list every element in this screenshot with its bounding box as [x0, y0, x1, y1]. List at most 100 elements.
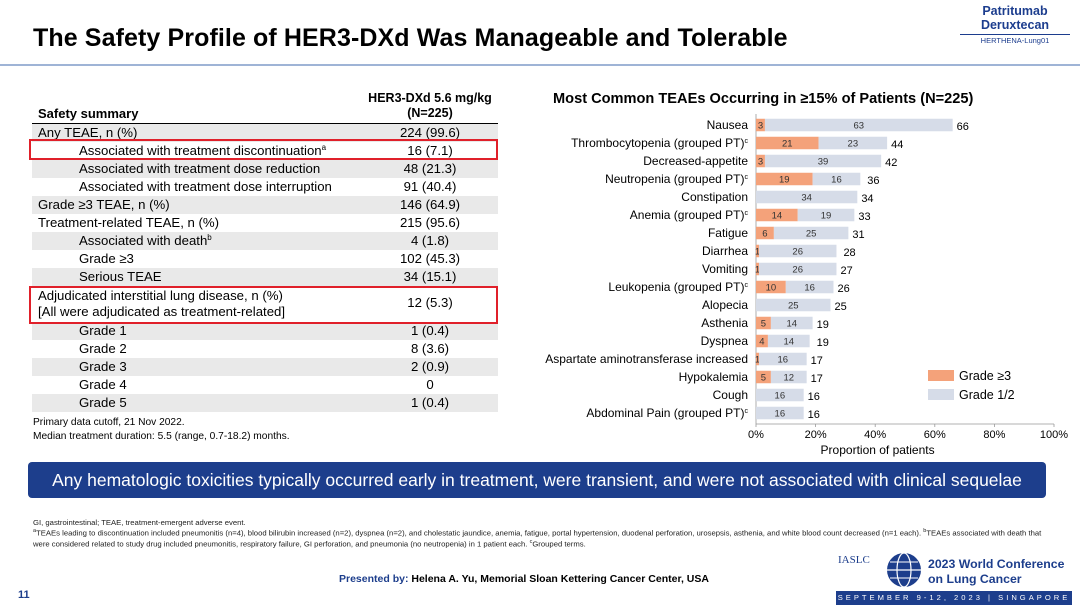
category-footnote-marker: c — [745, 210, 749, 217]
footnote-abbreviations: GI, gastrointestinal; TEAE, treatment-em… — [33, 518, 246, 527]
bar-total-label: 17 — [811, 355, 823, 367]
bar-total-label: 19 — [817, 337, 829, 349]
presenter-name: Helena A. Yu, Memorial Sloan Kettering C… — [411, 573, 709, 585]
bar-grade12 — [770, 370, 807, 384]
bar-label-grade3: 14 — [772, 211, 783, 222]
table-row-label: Grade 2 — [79, 340, 127, 358]
category-footnote-marker: c — [745, 138, 749, 145]
table-header-label: Safety summary — [38, 106, 139, 121]
category-label: Abdominal Pain (grouped PT)c — [586, 406, 748, 420]
category-label: Hypokalemia — [679, 370, 749, 384]
table-row-value: 215 (95.6) — [399, 215, 461, 230]
category-label: Dyspnea — [701, 334, 749, 348]
bar-grade3 — [756, 352, 759, 366]
bar-label-grade12: 34 — [801, 193, 812, 204]
bar-grade12 — [812, 172, 861, 186]
category-label-text: Abdominal Pain (grouped PT) — [586, 406, 744, 420]
table-row-label-text: Associated with death — [79, 233, 208, 248]
table-row-value: 2 (0.9) — [410, 359, 450, 374]
key-message-banner: Any hematologic toxicities typically occ… — [28, 462, 1046, 498]
category-label: Nausea — [707, 118, 749, 132]
footnote-c-mark: c — [529, 538, 533, 545]
bar-grade3 — [756, 370, 771, 384]
bar-grade12 — [758, 244, 837, 258]
conference-dates: SEPTEMBER 9-12, 2023 | SINGAPORE — [836, 591, 1072, 605]
table-header-arm-line2: (N=225) — [407, 106, 453, 120]
table-row-label: Grade 5 — [79, 394, 127, 412]
bar-total-label: 33 — [858, 211, 870, 223]
table-row-label-text: Grade 1 — [79, 323, 127, 338]
table-body: Any TEAE, n (%) 224 (99.6) Associated with… — [32, 124, 498, 412]
table-header-arm: HER3-DXd 5.6 mg/kg (N=225) — [362, 91, 498, 121]
bar-label-grade12: 26 — [792, 247, 803, 258]
bar-grade12 — [773, 226, 849, 240]
presenter-label: Presented by: — [339, 573, 409, 585]
table-row-label: Associated with treatment dose interrupt… — [79, 178, 332, 196]
table-row-label-text: Associated with treatment dose interrupt… — [79, 179, 332, 194]
legend-swatch-grade12 — [928, 389, 954, 400]
bar-grade12 — [756, 298, 831, 312]
table-row-label: Any TEAE, n (%) — [38, 124, 137, 142]
presenter-credit: Presented by: Helena A. Yu, Memorial Slo… — [339, 573, 709, 585]
bar-grade3 — [756, 154, 765, 168]
category-label-text: Nausea — [707, 118, 749, 132]
bar-grade3 — [756, 316, 771, 330]
table-row-label: Associated with treatment discontinuatio… — [79, 142, 326, 160]
category-label-text: Alopecia — [702, 298, 748, 312]
table-row: Grade ≥3 TEAE, n (%) 146 (64.9) — [32, 196, 498, 214]
table-row: Serious TEAE 34 (15.1) — [32, 268, 498, 286]
bar-label-grade3: 5 — [761, 319, 766, 330]
bar-grade3 — [756, 226, 774, 240]
footnote-b: TEAEs associated with death that were co… — [33, 528, 1042, 549]
table-row: Associated with treatment discontinuatio… — [32, 142, 498, 160]
legend-item-grade12: Grade 1/2 — [928, 385, 1015, 404]
table-row-label-text: Grade ≥3 — [79, 251, 134, 266]
bar-grade3 — [756, 208, 798, 222]
table-row-label-text: Grade 2 — [79, 341, 127, 356]
brand-logo: Patritumab Deruxtecan HERTHENA-Lung01 — [960, 4, 1070, 45]
category-label: Leukopenia (grouped PT)c — [608, 280, 748, 294]
footnotes: GI, gastrointestinal; TEAE, treatment-em… — [33, 518, 1043, 549]
table-row: Treatment-related TEAE, n (%) 215 (95.6) — [32, 214, 498, 232]
x-tick-label: 20% — [805, 429, 827, 441]
bar-grade3 — [756, 118, 765, 132]
table-row-value: 34 (15.1) — [403, 269, 457, 284]
table-row-value: 146 (64.9) — [399, 197, 461, 212]
brand-line2: Deruxtecan — [980, 18, 1050, 32]
bar-label-grade12: 25 — [788, 301, 799, 312]
table-row-label: Serious TEAE — [79, 268, 162, 286]
bar-grade3 — [756, 280, 786, 294]
header-divider — [0, 64, 1080, 66]
table-row-label-text: Any TEAE, n (%) — [38, 125, 138, 140]
table-row-label: Adjudicated interstitial lung disease, n… — [38, 288, 285, 320]
category-label-text: Asthenia — [701, 316, 748, 330]
category-label-text: Diarrhea — [702, 244, 748, 258]
category-label-text: Hypokalemia — [679, 370, 749, 384]
legend-item-grade3: Grade ≥3 — [928, 366, 1015, 385]
bar-total-label: 25 — [835, 301, 847, 313]
footnote-marker: b — [207, 233, 212, 242]
table-row-value: 102 (45.3) — [399, 251, 461, 266]
bar-total-label: 26 — [837, 283, 849, 295]
table-row-label: Associated with treatment dose reduction — [79, 160, 320, 178]
bar-label-grade12: 16 — [804, 283, 815, 294]
footnote-marker: a — [321, 143, 327, 152]
bar-label-grade12: 12 — [783, 373, 794, 384]
category-label: Asthenia — [701, 316, 748, 330]
table-row-label-text: Adjudicated interstitial lung disease, n… — [38, 288, 283, 303]
bar-label-grade12: 16 — [775, 391, 786, 402]
highlight-box-discontinuation — [29, 139, 498, 160]
table-row: Grade 1 1 (0.4) — [32, 322, 498, 340]
table-row-label-text: Grade ≥3 TEAE, n (%) — [38, 197, 170, 212]
category-label-text: Constipation — [681, 190, 748, 204]
chart-title: Most Common TEAEs Occurring in ≥15% of P… — [553, 91, 974, 107]
table-row-label-text: Grade 3 — [79, 359, 127, 374]
table-row: Associated with treatment dose interrupt… — [32, 178, 498, 196]
conference-name-line1: 2023 World Conference — [928, 557, 1065, 571]
table-row-value: 12 (5.3) — [407, 295, 453, 310]
bar-total-label: 27 — [840, 265, 852, 277]
x-tick-label: 100% — [1040, 429, 1068, 441]
category-label: Vomiting — [702, 262, 748, 276]
iaslc-logo: IASLC — [838, 554, 870, 566]
